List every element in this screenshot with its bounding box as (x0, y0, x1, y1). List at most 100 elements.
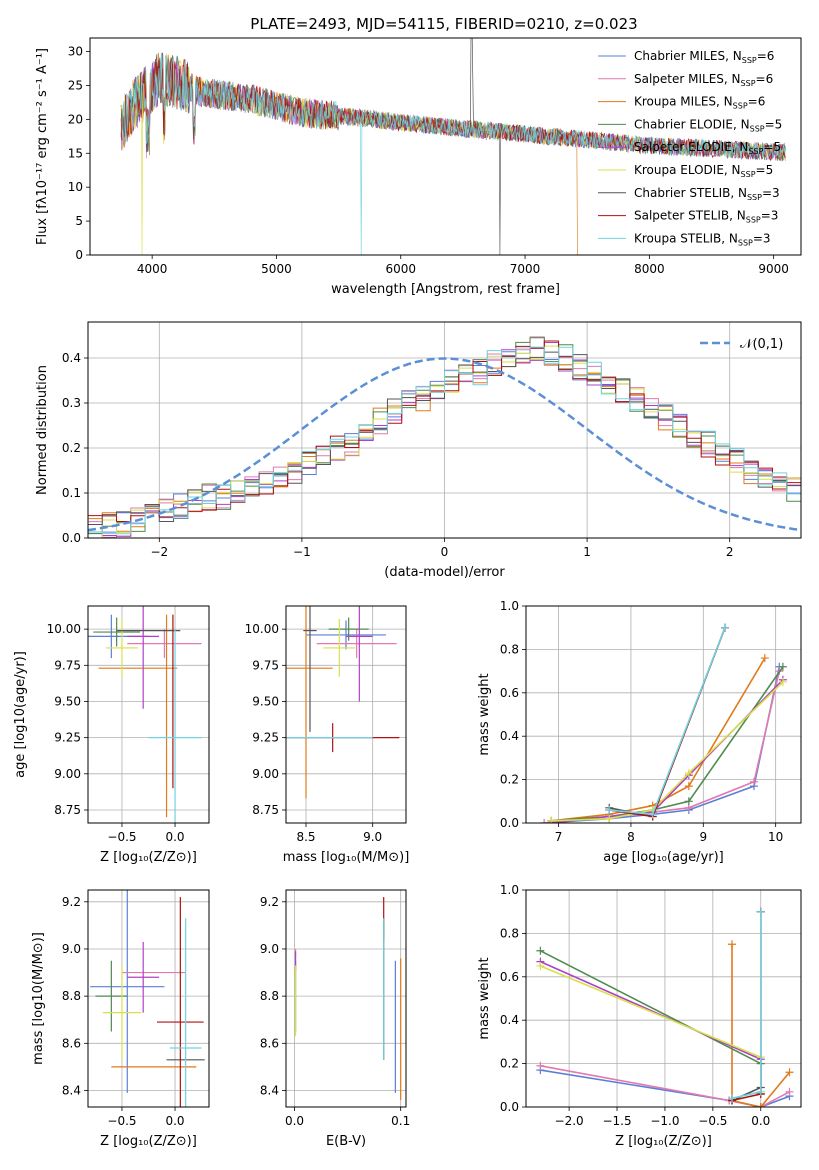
y-axis-label: mass [log10(M/M⊙)] (31, 932, 46, 1065)
weight-line (609, 627, 726, 816)
y-axis-label: Flux [fλ10⁻¹⁷ erg cm⁻² s⁻¹ A⁻¹] (35, 48, 50, 245)
x-tick-label: 7 (555, 830, 563, 844)
x-tick-label: 8.5 (296, 830, 315, 844)
weight-line (551, 679, 784, 823)
x-tick-label: −1.5 (602, 1114, 631, 1128)
legend-label: Salpeter MILES, NSSP=6 (634, 72, 773, 88)
weight-marker (536, 961, 545, 970)
x-tick-label: −2 (150, 545, 168, 559)
weight-line (609, 627, 726, 818)
y-tick-label: 0.2 (62, 441, 81, 455)
y-tick-label: 9.0 (62, 942, 81, 956)
y-tick-label: 0.1 (62, 486, 81, 500)
legend-label: Salpeter ELODIE, NSSP=5 (634, 140, 781, 156)
legend-label: Kroupa STELIB, NSSP=3 (634, 231, 771, 247)
x-tick-label: 8000 (634, 262, 665, 276)
x-tick-label: −1 (293, 545, 311, 559)
x-tick-label: 0.0 (751, 1114, 770, 1128)
weight-marker (536, 946, 545, 955)
y-tick-label: 0.2 (500, 773, 519, 787)
chart-layer: 4000 5000 6000 7000 8000 9000051015202530wave… (13, 37, 802, 1149)
weight-marker (728, 1094, 737, 1103)
mass-weight-vs-age-panel: 7 8 9 10 0.0 0.2 0.4 0.6 0.8 1.0 age [log₁₀(age/yr… (477, 599, 802, 865)
mass-weight-vs-metallicity-panel: −2.0 −1.5 −1.0 −0.5 0.0 0.0 0.2 0.4 0.6 0.8 1.0 Z [… (477, 883, 802, 1149)
y-tick-label: 0.8 (500, 926, 519, 940)
y-tick-label: 8.4 (62, 1083, 81, 1097)
x-tick-label: 5000 (261, 262, 292, 276)
residual-histogram-panel: −2 −1 0 1 2 0.0 0.1 0.2 0.3 0.4 (data-model)/error… (35, 321, 802, 580)
weight-marker (684, 782, 693, 791)
y-tick-label: 0.2 (500, 1057, 519, 1071)
plot-frame (87, 605, 210, 824)
legend-label: Chabrier STELIB, NSSP=3 (634, 186, 780, 202)
plot-area (286, 606, 400, 799)
x-tick-label: 0 (441, 545, 449, 559)
weight-marker (605, 805, 614, 814)
x-axis-label: (data-model)/error (384, 565, 505, 580)
weight-marker (536, 1061, 545, 1070)
x-tick-label: 2 (726, 545, 734, 559)
weight-line (731, 911, 762, 1100)
y-tick-label: 0.8 (500, 642, 519, 656)
x-tick-label: −0.5 (698, 1114, 727, 1128)
y-tick-label: 0.4 (62, 351, 81, 365)
weight-marker (756, 907, 765, 916)
x-tick-label: −1.0 (650, 1114, 679, 1128)
weight-line (731, 911, 762, 1102)
y-tick-label: 9.2 (260, 895, 279, 909)
legend-label: 𝒩(0,1) (740, 337, 783, 352)
x-axis-label: Z [log₁₀(Z/Z⊙)] (615, 1134, 712, 1149)
x-tick-label: 10 (768, 830, 783, 844)
x-axis-label: E(B-V) (326, 1134, 366, 1149)
y-tick-label: 1.0 (500, 883, 519, 897)
y-axis-label: Normed distribution (35, 365, 50, 495)
mass-vs-metallicity-panel: −0.5 0.0 8.4 8.6 8.8 9.0 9.2 Z [log₁₀(Z/Z⊙)] mas… (31, 889, 210, 1149)
weight-marker (785, 1068, 794, 1077)
y-tick-label: 9.00 (54, 767, 81, 781)
plot-area (88, 336, 801, 538)
y-tick-label: 0.0 (500, 1100, 519, 1114)
y-tick-label: 10.00 (245, 622, 279, 636)
h-alpha-spike (470, 38, 474, 127)
y-tick-label: 10.00 (47, 622, 81, 636)
y-tick-label: 5 (75, 214, 83, 228)
weight-line (540, 960, 762, 1094)
x-tick-label: −0.5 (107, 830, 136, 844)
y-tick-label: 8.75 (54, 803, 81, 817)
legend-label: Chabrier MILES, NSSP=6 (634, 49, 774, 65)
y-axis-label: mass weight (477, 673, 492, 755)
y-tick-label: 25 (68, 78, 83, 92)
weight-line (731, 944, 791, 1107)
y-tick-label: 0 (75, 248, 83, 262)
plot-frame (285, 605, 407, 824)
legend-label: Kroupa ELODIE, NSSP=5 (634, 163, 773, 179)
age-vs-mass-panel: 8.5 9.0 8.75 9.00 9.25 9.50 9.75 10.00 mass [log… (245, 605, 409, 865)
weight-line (609, 627, 726, 818)
y-tick-label: 8.4 (260, 1083, 279, 1097)
plot-area (90, 890, 205, 1107)
y-tick-label: 9.25 (252, 731, 279, 745)
weight-marker (749, 777, 758, 786)
x-tick-label: −2.0 (555, 1114, 584, 1128)
weight-line (544, 666, 781, 823)
plot-area (294, 897, 402, 1100)
y-tick-label: 10 (68, 180, 83, 194)
x-tick-label: −0.5 (107, 1114, 136, 1128)
y-tick-label: 8.6 (62, 1036, 81, 1050)
x-tick-label: 0.1 (391, 1114, 410, 1128)
plot-area (540, 623, 787, 823)
x-axis-label: Z [log₁₀(Z/Z⊙)] (100, 1134, 197, 1149)
y-axis-label: mass weight (477, 957, 492, 1039)
weight-marker (778, 662, 787, 671)
x-tick-label: 9.0 (363, 830, 382, 844)
weight-marker (785, 1087, 794, 1096)
x-tick-label: 0.0 (285, 1114, 304, 1128)
plot-frame (87, 889, 210, 1108)
x-axis-label: Z [log₁₀(Z/Z⊙)] (100, 850, 197, 865)
weight-marker (684, 769, 693, 778)
weight-marker (605, 814, 614, 823)
y-tick-label: 0.0 (500, 816, 519, 830)
y-tick-label: 8.8 (260, 989, 279, 1003)
y-tick-label: 8.75 (252, 803, 279, 817)
